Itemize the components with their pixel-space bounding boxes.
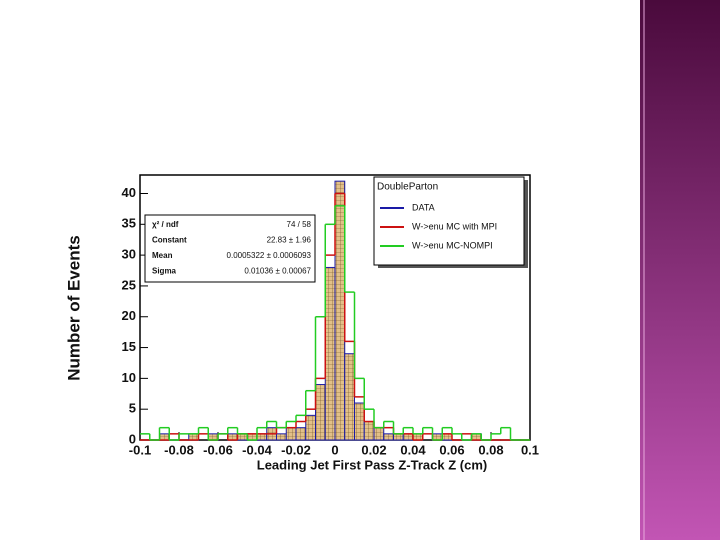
- y-tick-label: 10: [122, 370, 136, 385]
- y-tick-label: 30: [122, 247, 136, 262]
- stats-box: [144, 214, 316, 283]
- x-tick-label: 0.06: [439, 442, 464, 457]
- bar: [237, 433, 248, 441]
- stats-value: 0.0005322 ± 0.0006093: [227, 251, 312, 260]
- legend-label: W->enu MC with MPI: [412, 221, 497, 231]
- bar: [344, 353, 355, 441]
- bar: [432, 433, 443, 441]
- y-tick-label: 5: [129, 401, 136, 416]
- bar: [334, 180, 346, 441]
- legend-label: W->enu MC-NOMPI: [412, 240, 493, 250]
- bar: [383, 433, 394, 441]
- bar: [315, 384, 326, 441]
- stats-label: Mean: [152, 251, 173, 260]
- y-tick-label: 40: [122, 185, 136, 200]
- bar: [276, 433, 287, 441]
- stats-value: 22.83 ± 1.96: [267, 236, 312, 245]
- bar: [207, 433, 219, 441]
- x-tick-label: 0.02: [361, 442, 386, 457]
- side-decoration: [640, 0, 720, 540]
- legend: [373, 176, 525, 266]
- bar: [324, 266, 336, 441]
- x-tick-label: 0: [331, 442, 338, 457]
- stats-value: 74 / 58: [287, 220, 312, 229]
- y-tick-label: 25: [122, 277, 136, 292]
- y-axis-label: Number of Events: [64, 235, 83, 380]
- bar: [471, 433, 482, 441]
- y-tick-label: 20: [122, 308, 136, 323]
- x-tick-label: 0.04: [400, 442, 426, 457]
- x-axis-label: Leading Jet First Pass Z-Track Z (cm): [257, 457, 487, 472]
- stats-label: χ² / ndf: [152, 220, 179, 229]
- bar: [295, 427, 307, 441]
- x-tick-label: -0.06: [203, 442, 233, 457]
- bar: [159, 433, 170, 441]
- x-tick-label: -0.08: [164, 442, 194, 457]
- x-tick-label: -0.04: [242, 442, 272, 457]
- x-tick-label: -0.02: [281, 442, 311, 457]
- y-tick-label: 15: [122, 339, 136, 354]
- stats-label: Sigma: [152, 267, 177, 276]
- bar: [412, 433, 424, 441]
- bar: [363, 421, 375, 441]
- stats-value: 0.01036 ± 0.00067: [244, 267, 311, 276]
- bar: [373, 427, 385, 441]
- bar: [227, 433, 238, 441]
- y-tick-label: 35: [122, 216, 136, 231]
- x-tick-label: 0.08: [478, 442, 503, 457]
- legend-label: DATA: [412, 202, 435, 212]
- bar: [188, 433, 199, 441]
- bar: [305, 414, 316, 441]
- bar: [393, 433, 404, 441]
- bar: [441, 433, 453, 441]
- bar: [256, 433, 268, 441]
- bar: [402, 433, 414, 441]
- stats-label: Constant: [152, 236, 187, 245]
- x-tick-label: 0.1: [521, 442, 539, 457]
- y-tick-label: 0: [129, 431, 136, 446]
- bar: [285, 427, 297, 441]
- legend-title: DoubleParton: [377, 182, 438, 193]
- x-tick-label: -0.1: [129, 442, 151, 457]
- bar: [246, 433, 258, 441]
- bar: [354, 402, 365, 441]
